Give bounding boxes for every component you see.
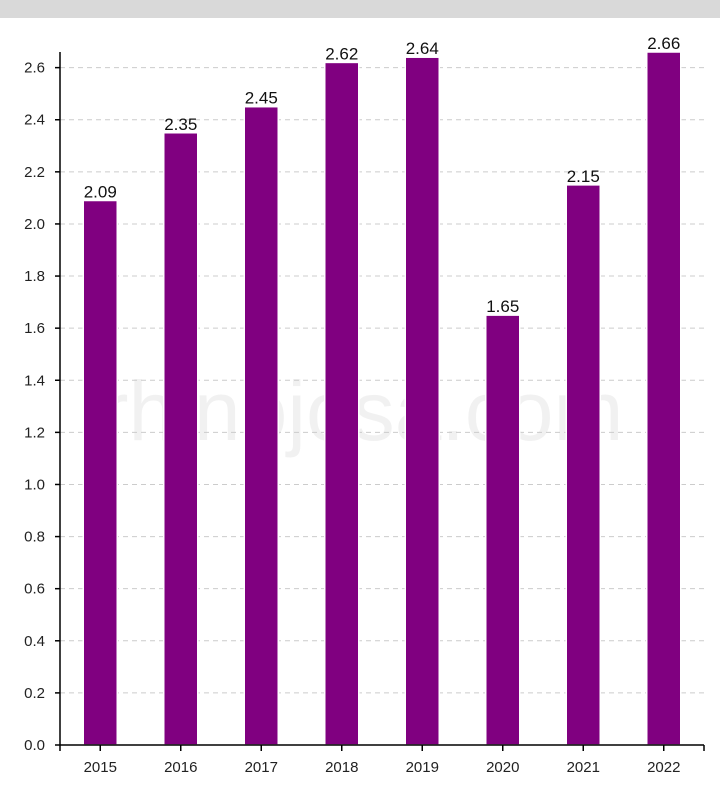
axes: 0.0 0.2 0.4 0.6 0.8 1.0 1.2 1.4 1.6 1.8 2.0 2.2 2.4 2… [24,52,705,776]
x-tick-label: 2015 [84,759,117,776]
bars [82,51,682,746]
y-tick-label: 1.2 [24,424,45,441]
y-tick-label: 2.6 [24,60,45,77]
bar [485,314,521,746]
bar [565,184,601,746]
data-label: 2.64 [406,39,439,58]
y-tick-label: 0.4 [24,633,45,650]
y-tick-label: 1.6 [24,320,45,337]
bar [163,132,199,746]
bar [324,61,360,746]
data-label: 2.15 [567,167,600,186]
y-tick-label: 0.2 [24,685,45,702]
x-tick-label: 2019 [406,759,439,776]
bar [243,105,279,746]
data-label: 1.65 [486,297,519,316]
x-tick-label: 2020 [486,759,519,776]
y-tick-label: 0.6 [24,581,45,598]
data-label: 2.45 [245,89,278,108]
x-tick-label: 2022 [647,759,680,776]
y-tick-label: 1.0 [24,476,45,493]
data-label: 2.35 [164,115,197,134]
x-tick-label: 2018 [325,759,358,776]
y-tick-label: 1.8 [24,268,45,285]
data-label: 2.09 [84,183,117,202]
data-label: 2.62 [325,44,358,63]
y-tick-label: 0.8 [24,529,45,546]
x-tick-label: 2017 [245,759,278,776]
y-tick-label: 2.0 [24,216,45,233]
data-labels: 2.09 2.35 2.45 2.62 2.64 1.65 2.15 2.66 [84,34,681,316]
y-tick-label: 0.0 [24,737,45,754]
top-bar [0,0,720,18]
bar [404,56,440,746]
bar [646,51,682,746]
x-tick-label: 2021 [567,759,600,776]
y-tick-label: 1.4 [24,372,45,389]
x-tick-label: 2016 [164,759,197,776]
bar [82,199,118,746]
y-tick-label: 2.4 [24,112,45,129]
y-tick-label: 2.2 [24,164,45,181]
data-label: 2.66 [647,34,680,53]
